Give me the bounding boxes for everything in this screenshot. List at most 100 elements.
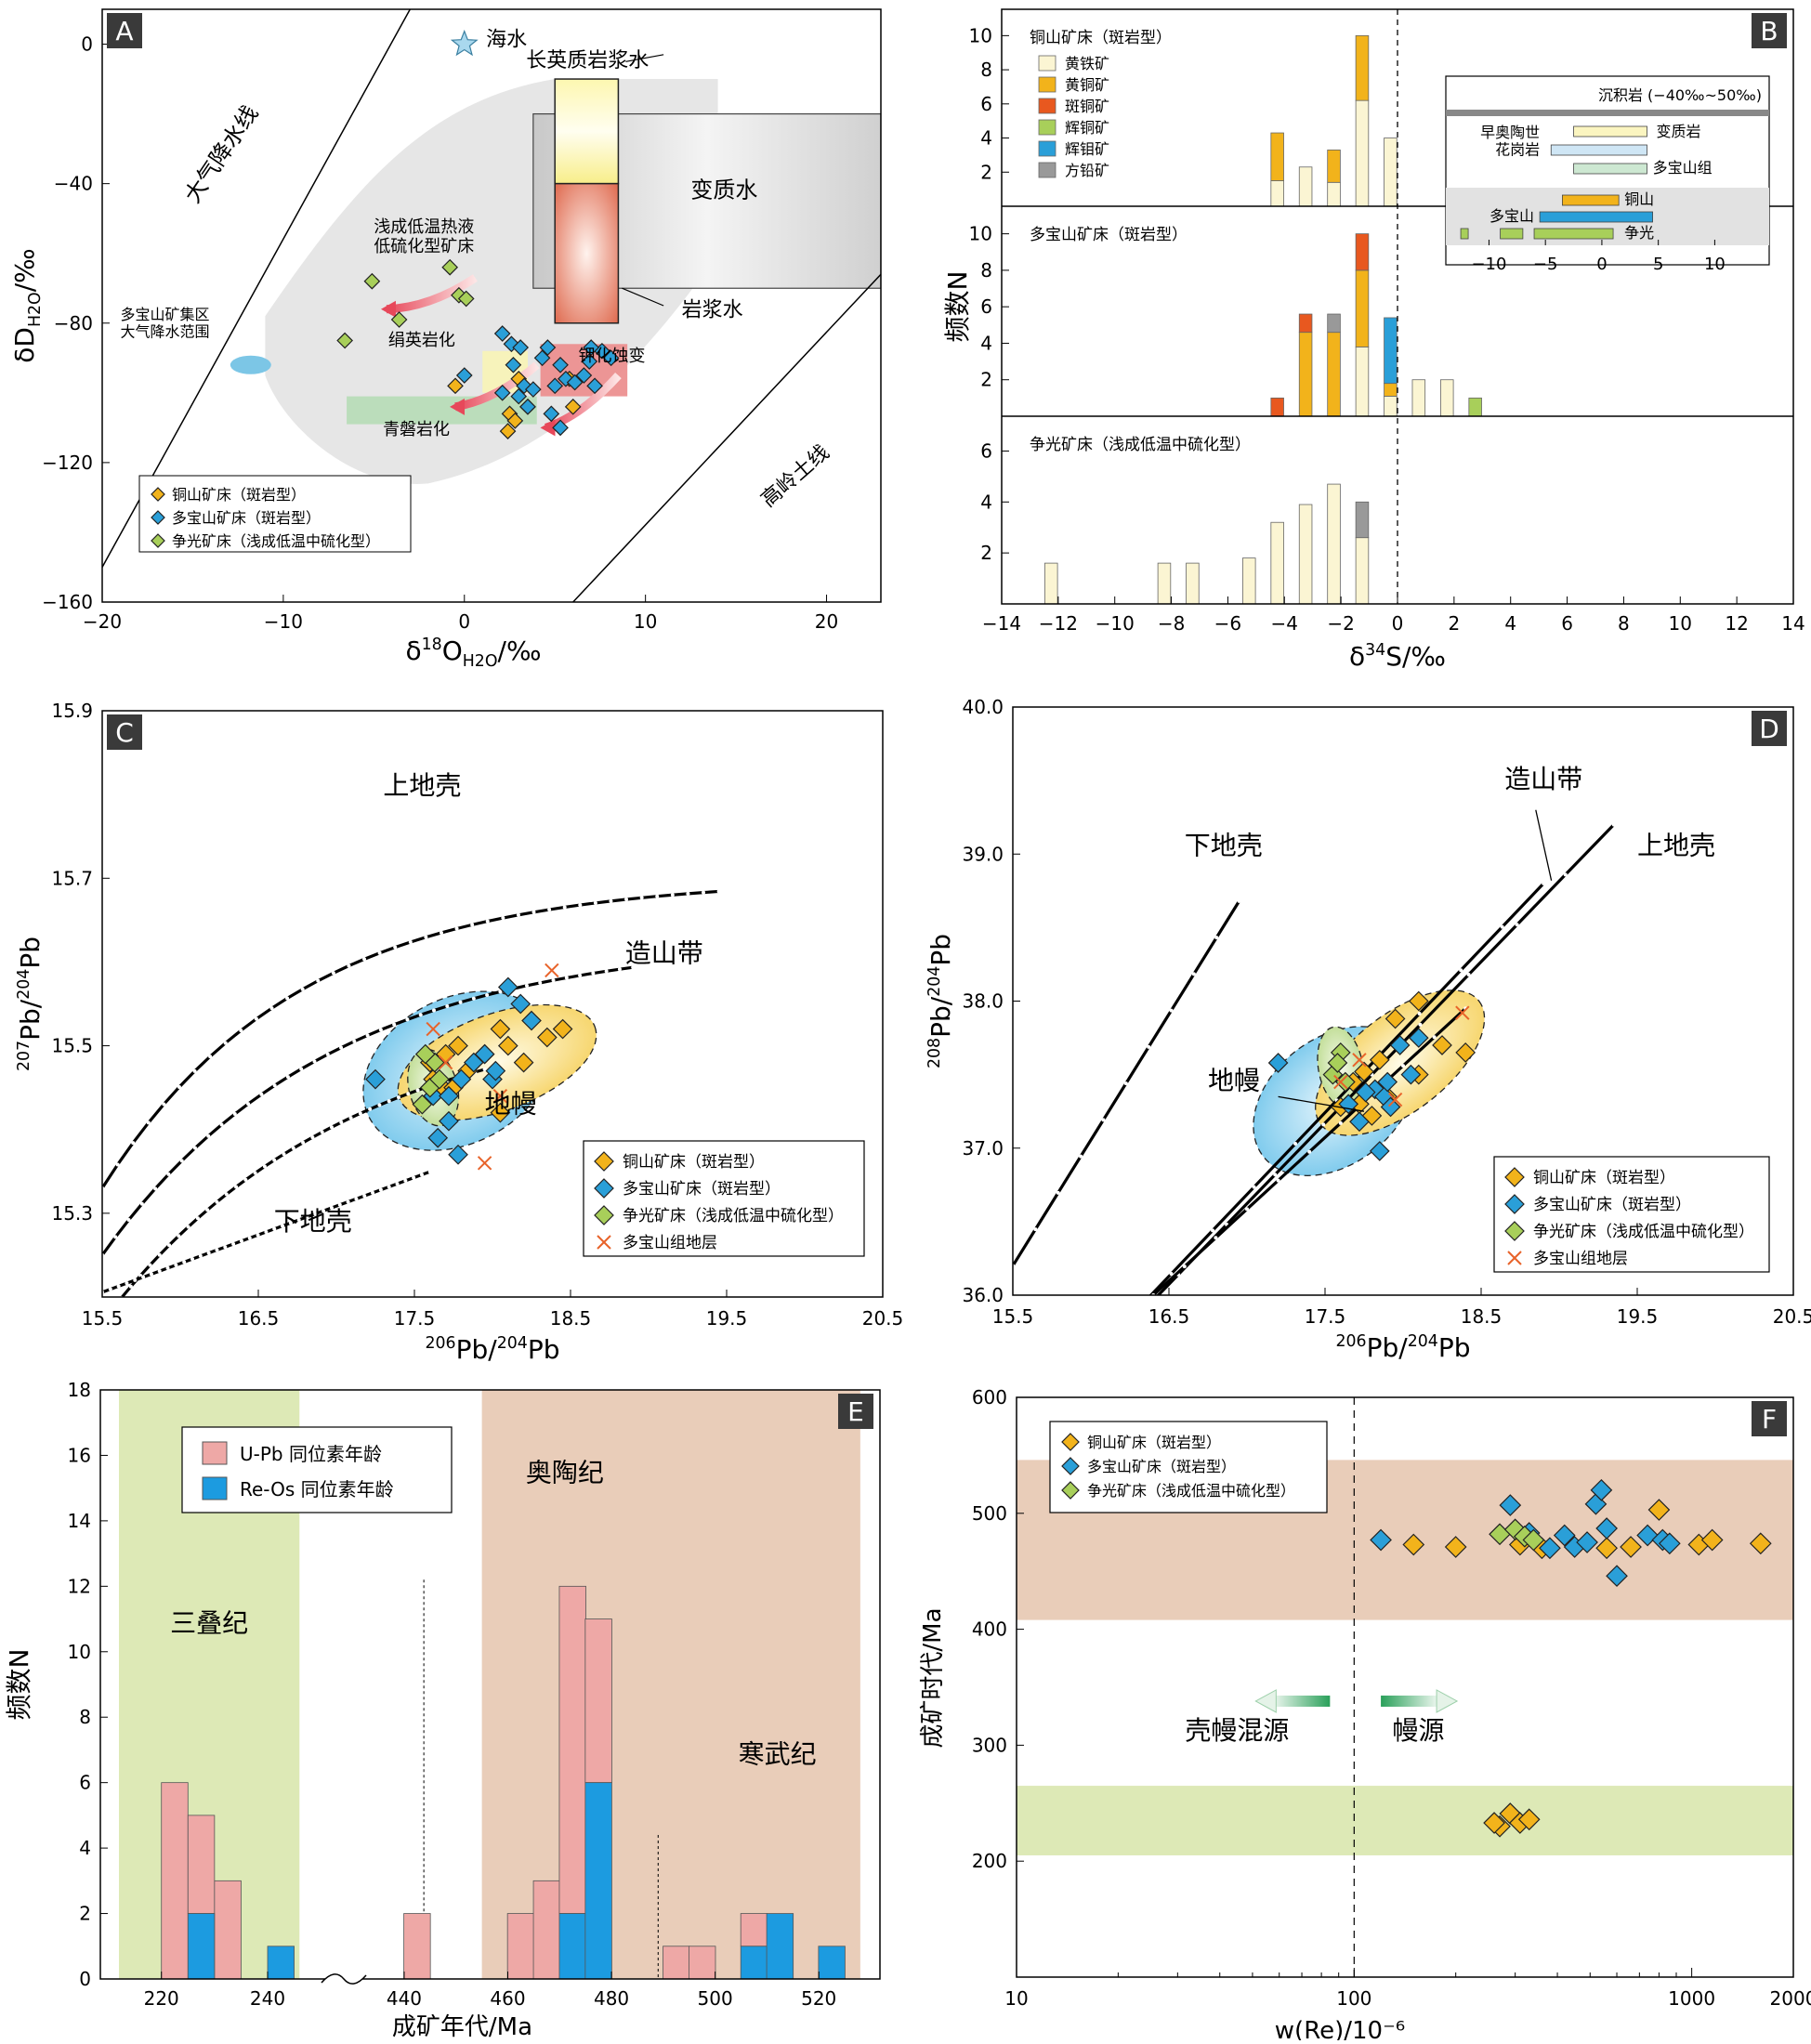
y-tick-label: 16: [68, 1444, 91, 1466]
label-line: 2: [1448, 612, 1460, 635]
legend: 铜山矿床（斑岩型） 多宝山矿床（斑岩型） 争光矿床（浅成低温中硫化型）: [1049, 1421, 1328, 1513]
lower-crust-label: 下地壳: [1185, 830, 1263, 860]
legend-box: [1493, 1156, 1770, 1273]
curve-tick: [239, 1029, 243, 1033]
label-line: B: [1760, 16, 1778, 46]
label-line: 花岗岩: [1495, 140, 1540, 158]
panel-badge: [1752, 1401, 1787, 1436]
label-line: 多宝山矿床（斑岩型）: [172, 509, 321, 527]
data-point: [1553, 1524, 1576, 1547]
mantle-source-label: 幔源: [1392, 1715, 1444, 1746]
data-point: [429, 1068, 450, 1090]
curve-tick: [1515, 923, 1519, 927]
x-stroke: [597, 1235, 611, 1250]
legend-swatch: [1038, 140, 1056, 157]
data-point: [365, 1068, 386, 1090]
panel-c: 15.5 16.5 17.5 18.5 19.5 20.5 15.3 15.5 15.7 15.9…: [15, 700, 903, 1365]
inset-tick-label: −10: [1471, 255, 1506, 274]
data-point: [1061, 1433, 1080, 1451]
label-line: 19.5: [706, 1307, 748, 1330]
curve-tick: [377, 950, 382, 955]
data-point: [426, 1021, 440, 1037]
label-line: 10: [969, 223, 992, 245]
data-point: [448, 1035, 468, 1056]
curve-tick: [312, 1059, 317, 1064]
histogram-bar: [1411, 379, 1426, 417]
curve-tick: [406, 1092, 411, 1096]
plot-frame: [101, 8, 882, 603]
data-point: [1369, 1049, 1390, 1070]
axis-title-part: δ: [405, 635, 421, 666]
histogram-bar: [1327, 313, 1341, 334]
label-line: 15.5: [992, 1305, 1034, 1328]
curve-tick: [419, 1173, 424, 1177]
curve-tick: [223, 1041, 228, 1045]
label-line: 14: [68, 1510, 91, 1532]
data-point: [1595, 1537, 1618, 1560]
axis-title-part: 204: [15, 969, 33, 1000]
histogram-bar: [1327, 332, 1341, 417]
curve-tick: [179, 1159, 184, 1163]
curve-tick: [126, 1218, 131, 1223]
x-tick-label: 480: [594, 1987, 629, 2010]
curve-tick: [239, 1238, 243, 1243]
axis-title-part: Pb: [15, 937, 46, 969]
y-axis-title: 频数N: [942, 271, 973, 343]
histogram-bar: [1384, 138, 1398, 207]
reos-bar: [584, 1782, 612, 1980]
pointer-line: [625, 54, 664, 62]
label-line: 20: [815, 610, 838, 633]
curve-tick: [208, 1055, 213, 1059]
data-point: [438, 1055, 453, 1070]
felsic-water-label: 长英质岩浆水: [526, 49, 649, 72]
axis-title-part: 34: [1365, 641, 1385, 660]
curve-tick: [325, 1052, 330, 1056]
data-point: [1647, 1499, 1671, 1521]
label-line: 600: [972, 1386, 1007, 1409]
histogram-bar: [1186, 562, 1200, 605]
curve-tick: [362, 1194, 367, 1199]
curve-tick: [1563, 872, 1568, 877]
curve-tick: [1128, 1323, 1132, 1327]
panel-b: 2 4 6 8 10 铜山矿床（斑岩型） 2 4 6 8 10 多宝山矿床（斑岩型） 2 4 6 争光矿床（浅…: [942, 8, 1805, 672]
data-point: [566, 373, 584, 391]
data-point: [594, 1151, 614, 1172]
legend-swatch: [1038, 119, 1056, 136]
curve-tick: [141, 1275, 146, 1279]
label-line: −160: [42, 591, 93, 613]
data-point: [457, 290, 475, 308]
curve-tick: [234, 1185, 239, 1189]
curve-tick: [128, 1284, 133, 1289]
curve-tick: [578, 903, 583, 908]
label-line: 500: [698, 1987, 733, 2010]
label-line: 多宝山矿床（斑岩型）: [1087, 1458, 1236, 1475]
x-axis-title: δ34S/‰: [1349, 641, 1446, 672]
y-tick-label: 38.0: [962, 990, 1004, 1013]
label-line: 0: [79, 1968, 91, 1990]
label-line: 岩浆水: [682, 298, 743, 321]
data-point: [490, 1018, 511, 1040]
mixed-source-label: 壳幔混源: [1185, 1715, 1289, 1746]
x-tick-label: 0: [458, 610, 470, 633]
axis-title-part: Pb/: [1367, 1332, 1409, 1363]
legend-label: 多宝山组地层: [1533, 1250, 1628, 1268]
x-tick-label: 15.5: [82, 1307, 124, 1330]
upb-bar: [558, 1585, 586, 1914]
x-tick-label: 16.5: [1148, 1305, 1190, 1328]
y-tick-label: 4: [980, 127, 992, 150]
label-line: 下地壳: [1185, 830, 1263, 860]
y-tick-label: 6: [980, 295, 992, 318]
inset-range: [1533, 228, 1614, 240]
trend-arrow-head: [450, 398, 466, 415]
orogen-label: 造山带: [625, 937, 703, 968]
data-point: [1507, 1251, 1522, 1265]
histogram-bar: [1157, 562, 1172, 605]
curve-tick: [365, 1033, 370, 1038]
label-line: 6: [980, 93, 992, 115]
legend-label: Re-Os 同位素年龄: [240, 1478, 394, 1500]
curve-tick: [352, 1039, 357, 1043]
curve-tick: [195, 1216, 200, 1221]
histogram-bar: [1468, 397, 1482, 417]
label-line: 多宝山矿集区: [120, 306, 209, 323]
